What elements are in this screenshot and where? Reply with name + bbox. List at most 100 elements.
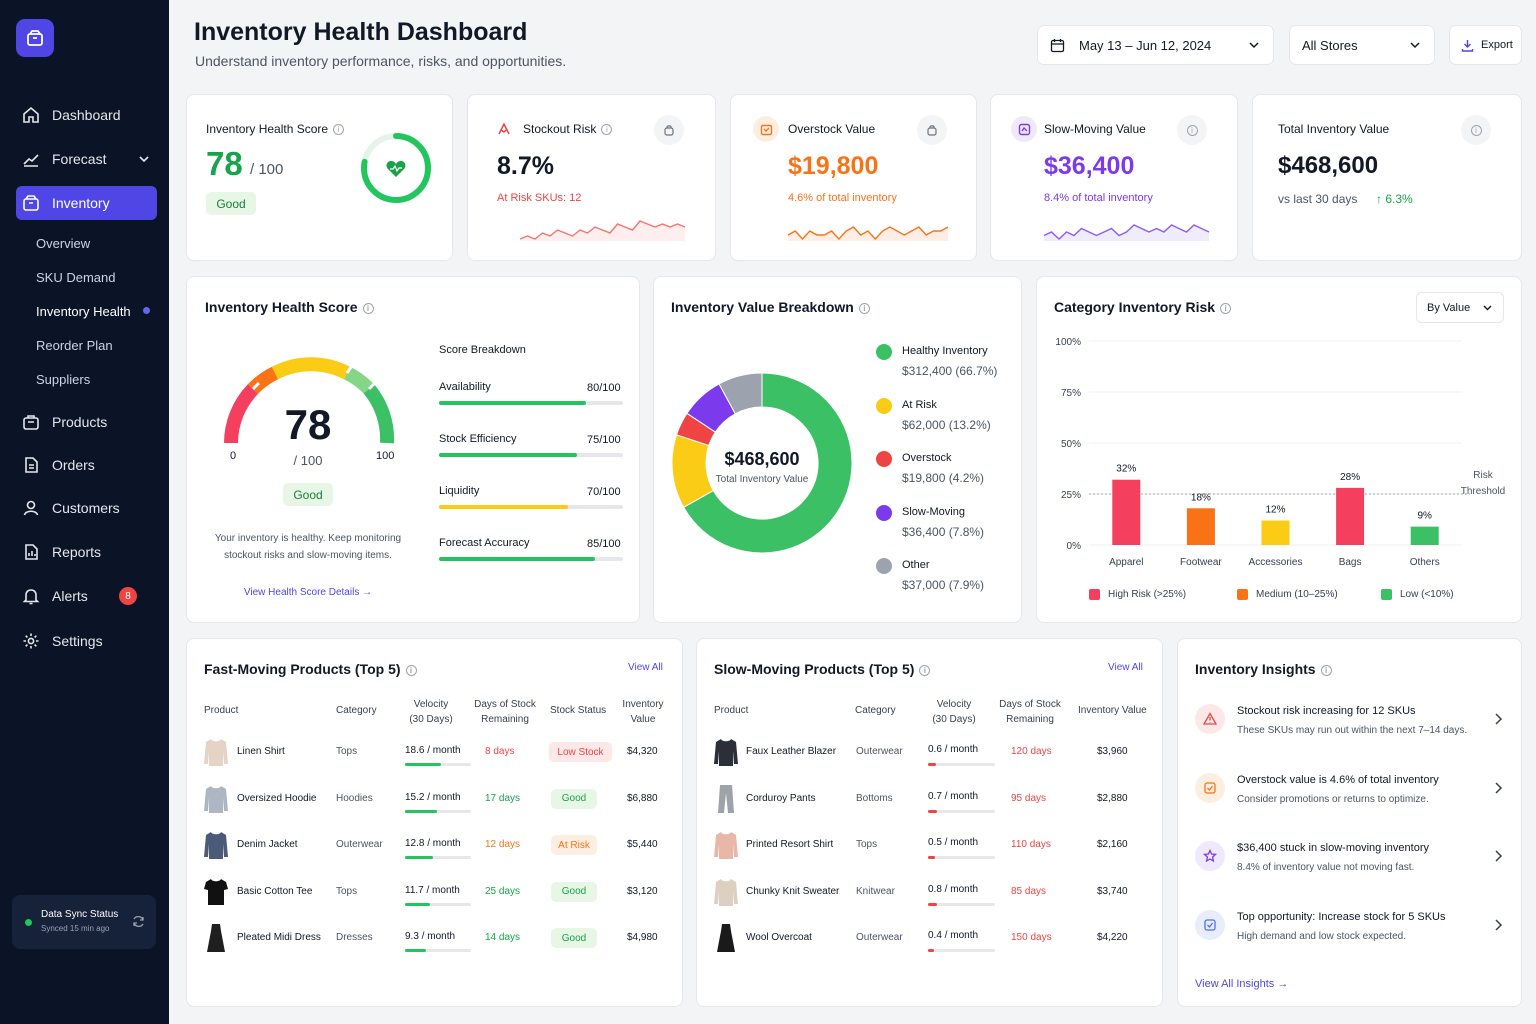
risk-view-dropdown[interactable]: By Value <box>1416 292 1504 323</box>
product-name[interactable]: Denim Jacket <box>237 839 298 850</box>
product-name[interactable]: Basic Cotton Tee <box>237 885 313 897</box>
nav-orders[interactable]: Orders <box>16 448 157 482</box>
chevron-right-icon[interactable] <box>1494 781 1503 794</box>
bar-others[interactable] <box>1410 526 1439 545</box>
inventory-value: $6,880 <box>627 792 658 804</box>
product-name[interactable]: Faux Leather Blazer <box>746 746 837 757</box>
kpi-info-button[interactable]: i <box>1461 115 1491 145</box>
gauge-status: Good <box>283 483 333 506</box>
store-select[interactable]: All Stores <box>1289 25 1435 65</box>
health-ring <box>361 133 431 203</box>
legend-label: Slow-Moving <box>902 505 965 518</box>
info-icon[interactable]: i <box>1220 302 1232 314</box>
product-name[interactable]: Pleated Midi Dress <box>237 932 321 943</box>
info-icon[interactable]: i <box>601 124 613 136</box>
legend-dot <box>876 451 892 467</box>
chevron-right-icon[interactable] <box>1494 918 1503 931</box>
info-icon[interactable]: i <box>1320 664 1332 676</box>
col-days: Days of Stock Remaining <box>474 699 536 725</box>
panel-title: Inventory Value Breakdown i <box>671 299 870 315</box>
view-all-insights-link[interactable]: View All Insights → <box>1195 978 1289 990</box>
date-range-picker[interactable]: May 13 – Jun 12, 2024 <box>1037 25 1274 65</box>
insight-desc: 8.4% of inventory value not moving fast. <box>1237 862 1415 873</box>
bar-value-label: 28% <box>1340 472 1360 483</box>
health-ring-arc <box>361 133 431 203</box>
chevron-right-icon[interactable] <box>1494 713 1503 725</box>
product-velocity: 9.3 / month <box>405 931 456 942</box>
nav-customers[interactable]: Customers <box>16 491 157 525</box>
info-icon[interactable]: i <box>919 664 931 676</box>
subnav-reorder-plan[interactable]: Reorder Plan <box>36 338 113 353</box>
subnav-inventory-health[interactable]: Inventory Health <box>36 304 131 319</box>
days-remaining: 14 days <box>485 932 521 943</box>
trend-icon <box>23 154 39 167</box>
nav-reports[interactable]: Reports <box>16 535 157 569</box>
product-category: Outerwear <box>856 932 903 943</box>
chevron-down-icon[interactable] <box>139 155 149 163</box>
nav-forecast[interactable]: Forecast <box>16 142 157 176</box>
product-name[interactable]: Corduroy Pants <box>746 792 816 804</box>
bar-value-label: 32% <box>1116 464 1136 475</box>
bar-bags[interactable] <box>1336 487 1365 545</box>
panel-title: Category Inventory Risk i <box>1054 299 1232 315</box>
breakdown-bar <box>439 505 623 509</box>
nav-inventory[interactable]: Inventory <box>16 186 157 220</box>
product-name[interactable]: Chunky Knit Sweater <box>746 885 840 897</box>
stock-status-badge: At Risk <box>551 835 597 855</box>
bar-footwear[interactable] <box>1186 508 1215 545</box>
nav-dashboard[interactable]: Dashboard <box>16 98 157 132</box>
fast-view-all-link[interactable]: View All <box>628 662 663 673</box>
donut-slice[interactable] <box>718 372 763 415</box>
x-tick-label: Accessories <box>1249 557 1303 568</box>
sparkline-area <box>520 221 685 241</box>
chevron-right-icon[interactable] <box>1494 850 1503 862</box>
kpi-label: Stockout Risk i <box>523 122 613 136</box>
slow-view-all-link[interactable]: View All <box>1108 662 1143 673</box>
kpi-menu-button[interactable] <box>654 115 684 145</box>
nav-settings[interactable]: Settings <box>16 624 157 658</box>
breakdown-value: 75/100 <box>587 434 621 446</box>
info-icon[interactable]: i <box>858 302 870 314</box>
subnav-sku-demand[interactable]: SKU Demand <box>36 270 116 285</box>
subnav-suppliers[interactable]: Suppliers <box>36 372 91 387</box>
x-tick-label: Footwear <box>1180 557 1222 568</box>
col-product: Product <box>714 705 749 716</box>
kpi-info-button[interactable]: i <box>1177 115 1207 145</box>
export-button[interactable]: Export <box>1449 25 1522 65</box>
info-icon[interactable]: i <box>333 124 345 136</box>
refresh-icon[interactable] <box>132 915 145 928</box>
breakdown-bar-fill <box>439 557 596 561</box>
app-logo[interactable] <box>16 19 54 57</box>
nav-label: Dashboard <box>52 107 121 123</box>
legend-swatch <box>1237 589 1248 600</box>
subnav-overview[interactable]: Overview <box>36 236 91 251</box>
insight-title: Overstock value is 4.6% of total invento… <box>1237 773 1439 786</box>
bar-apparel[interactable] <box>1112 479 1141 545</box>
bar-value-label: 12% <box>1265 505 1285 516</box>
panel-title: Fast-Moving Products (Top 5) i <box>204 661 417 677</box>
panel-title: Slow-Moving Products (Top 5) i <box>714 661 931 677</box>
view-health-details-link[interactable]: View Health Score Details → <box>243 587 373 598</box>
product-name[interactable]: Linen Shirt <box>237 746 285 757</box>
kpi-menu-button[interactable] <box>917 115 947 145</box>
nav-products[interactable]: Products <box>16 405 157 439</box>
product-name[interactable]: Wool Overcoat <box>746 932 812 943</box>
y-tick-label: 100% <box>1055 337 1081 348</box>
product-velocity: 0.5 / month <box>928 837 979 848</box>
inventory-value: $4,220 <box>1097 932 1128 943</box>
value-donut-chart <box>671 372 853 554</box>
bar-accessories[interactable] <box>1261 520 1290 545</box>
velocity-bar-fill <box>405 949 427 952</box>
product-name[interactable]: Printed Resort Shirt <box>746 839 834 850</box>
info-icon[interactable]: i <box>362 302 374 314</box>
kpi-total-card: Total Inventory Value i $468,600 vs last… <box>1252 94 1522 261</box>
nav-label: Inventory <box>52 195 110 211</box>
insight-desc: High demand and low stock expected. <box>1237 930 1406 942</box>
product-name[interactable]: Oversized Hoodie <box>237 792 317 804</box>
info-icon[interactable]: i <box>405 664 417 676</box>
kpi-overstock-value: $19,800 <box>788 152 879 180</box>
insight-title: $36,400 stuck in slow-moving inventory <box>1237 842 1429 854</box>
nav-alerts[interactable]: Alerts 8 <box>16 579 157 613</box>
insights-panel: Inventory Insights i View All Insights → … <box>1177 638 1522 1007</box>
donut-slice[interactable] <box>682 372 853 554</box>
